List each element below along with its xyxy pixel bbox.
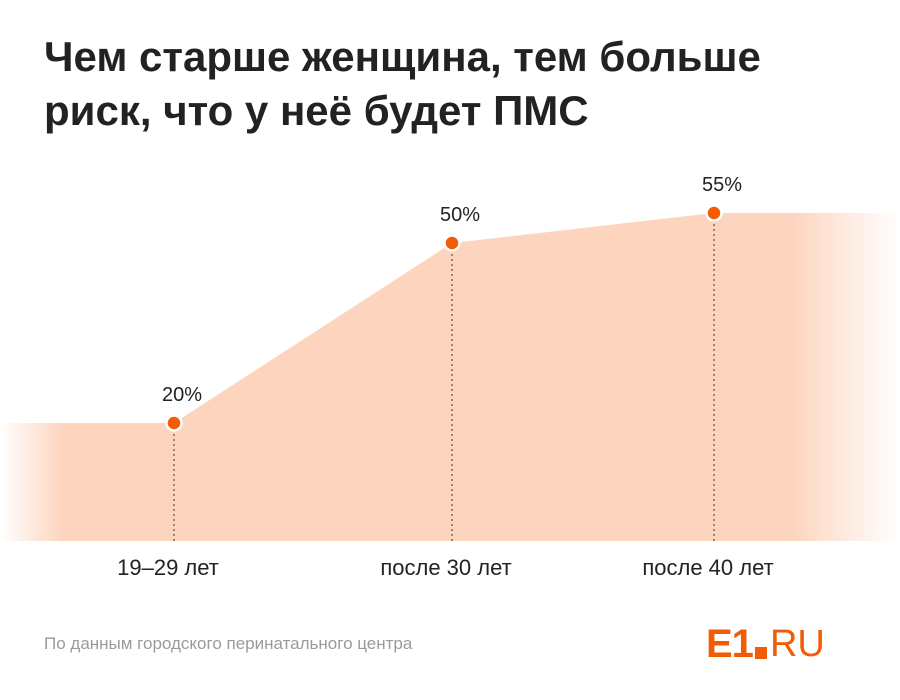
logo-ru-text: RU (769, 623, 825, 665)
x-tick-label-3: после 40 лет (642, 555, 773, 580)
data-point-3[interactable] (705, 204, 723, 222)
data-point-2[interactable] (443, 234, 461, 252)
x-tick-label-2: после 30 лет (380, 555, 511, 580)
chart-title-line-2: риск, что у неё будет ПМС (44, 87, 589, 134)
data-source-note: По данным городского перинатального цент… (44, 634, 413, 653)
data-label-3: 55% (702, 174, 742, 196)
data-label-1: 20% (162, 384, 202, 406)
chart-title: Чем старше женщина, тем больше риск, что… (44, 30, 864, 138)
data-label-2: 50% (440, 204, 480, 226)
e1-ru-logo[interactable]: E1 RU (706, 624, 825, 664)
logo-square-icon (754, 647, 767, 659)
data-point-1[interactable] (165, 414, 183, 432)
x-tick-label-1: 19–29 лет (117, 555, 219, 580)
logo-e1-text: E1 (706, 622, 754, 666)
chart-title-line-1: Чем старше женщина, тем больше (44, 33, 761, 80)
risk-area-series (0, 213, 900, 541)
